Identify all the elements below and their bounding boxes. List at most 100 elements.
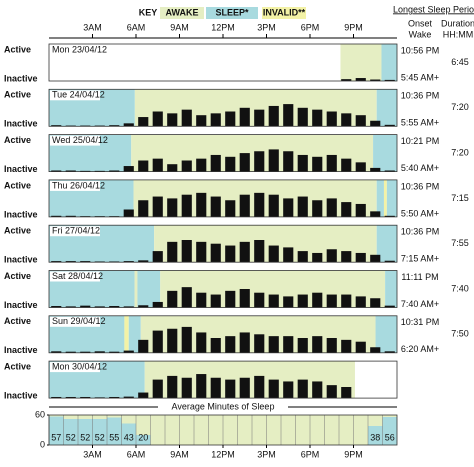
duration: 7:20 — [451, 147, 469, 157]
active-label: Active — [4, 44, 31, 54]
onset: 10:56 PM — [401, 45, 440, 55]
activity-bar — [239, 194, 250, 217]
activity-bar — [283, 296, 294, 308]
activity-bar — [65, 396, 76, 399]
activity-bar — [65, 215, 76, 217]
activity-bar — [80, 351, 91, 353]
inactive-label: Inactive — [4, 255, 38, 265]
sleep-key — [206, 7, 258, 19]
duration: 7:55 — [451, 238, 469, 248]
state-segment — [137, 270, 161, 308]
activity-bar — [51, 215, 62, 217]
activity-bar — [167, 375, 178, 399]
average-bar — [78, 419, 93, 445]
inactive-label: Inactive — [4, 164, 38, 174]
activity-bar — [355, 78, 366, 81]
activity-bar — [225, 111, 236, 127]
average-value: 57 — [51, 432, 61, 442]
activity-bar — [123, 209, 134, 217]
average-bar — [368, 426, 383, 445]
activity-bar — [167, 328, 178, 353]
activity-bar — [225, 245, 236, 263]
activity-bar — [268, 294, 279, 308]
inactive-label: Inactive — [4, 119, 38, 129]
activity-bar — [138, 260, 149, 263]
activity-bar — [326, 294, 337, 308]
activity-bar — [355, 115, 366, 127]
activity-bar — [341, 158, 352, 172]
state-segment — [134, 270, 138, 308]
activity-bar — [152, 251, 163, 263]
inactive-label: Inactive — [4, 209, 38, 219]
state-segment — [386, 179, 397, 217]
average-value: 52 — [95, 432, 105, 442]
activity-bar — [239, 332, 250, 353]
activity-bar — [239, 153, 250, 172]
activity-bar — [225, 156, 236, 172]
activity-bar — [196, 292, 207, 308]
activity-bar — [341, 251, 352, 263]
average-value: 43 — [124, 432, 134, 442]
activity-bar — [283, 247, 294, 263]
average-value: 38 — [370, 432, 380, 442]
activity-bar — [109, 396, 120, 399]
panel-border — [48, 179, 398, 218]
activity-bar — [138, 160, 149, 172]
activity-bar — [355, 203, 366, 217]
avg-tick-label: 60 — [35, 409, 45, 419]
state-segment — [340, 44, 382, 81]
activity-bar — [370, 120, 381, 127]
activity-bar — [326, 198, 337, 217]
key-label: KEY — [139, 7, 158, 17]
activity-bar — [355, 162, 366, 172]
activity-bar — [384, 170, 395, 172]
activity-bar — [123, 123, 134, 127]
day-label: Thu 26/04/12 — [52, 180, 105, 190]
activity-bar — [384, 215, 395, 217]
activity-bar — [283, 198, 294, 217]
panel-border — [48, 224, 398, 263]
activity-bar — [210, 377, 221, 399]
average-bar — [63, 419, 78, 445]
activity-bar — [51, 170, 62, 172]
activity-bar — [239, 107, 250, 127]
activity-bar — [123, 166, 134, 172]
activity-bar — [65, 306, 76, 308]
activity-bar — [341, 202, 352, 217]
activity-bar — [254, 109, 265, 127]
state-segment — [373, 134, 397, 172]
average-title: Average Minutes of Sleep — [172, 401, 275, 411]
inactive-label: Inactive — [4, 300, 38, 310]
activity-bar — [196, 192, 207, 217]
wake: 5:50 AM+ — [401, 208, 439, 218]
activity-bar — [268, 149, 279, 172]
activity-bar — [196, 374, 207, 399]
activity-bar — [297, 196, 308, 217]
bottom-tick-label: 3AM — [83, 449, 102, 459]
bottom-tick-label: 9AM — [170, 449, 189, 459]
wake: 7:15 AM+ — [401, 254, 439, 264]
wake: 5:55 AM+ — [401, 118, 439, 128]
duration-label: Duration — [441, 18, 474, 28]
onset: 10:21 PM — [401, 136, 440, 146]
activity-bar — [225, 379, 236, 399]
activity-bar — [94, 306, 105, 308]
panel-border — [48, 315, 398, 354]
activity-bar — [341, 339, 352, 353]
activity-bar — [80, 305, 91, 308]
bottom-tick-label: 6PM — [301, 449, 320, 459]
active-label: Active — [4, 271, 31, 281]
activity-bar — [210, 154, 221, 172]
activity-bar — [123, 261, 134, 263]
average-bar — [107, 417, 122, 445]
average-value: 20 — [138, 432, 148, 442]
activity-bar — [312, 336, 323, 353]
activity-bar — [51, 396, 62, 399]
activity-bar — [109, 125, 120, 127]
avg-tick-label: 0 — [40, 439, 45, 449]
hour-tick-label: 3AM — [83, 22, 102, 32]
active-label: Active — [4, 180, 31, 190]
state-segment — [383, 179, 387, 217]
onset: 10:36 PM — [401, 181, 440, 191]
activity-bar — [167, 241, 178, 263]
